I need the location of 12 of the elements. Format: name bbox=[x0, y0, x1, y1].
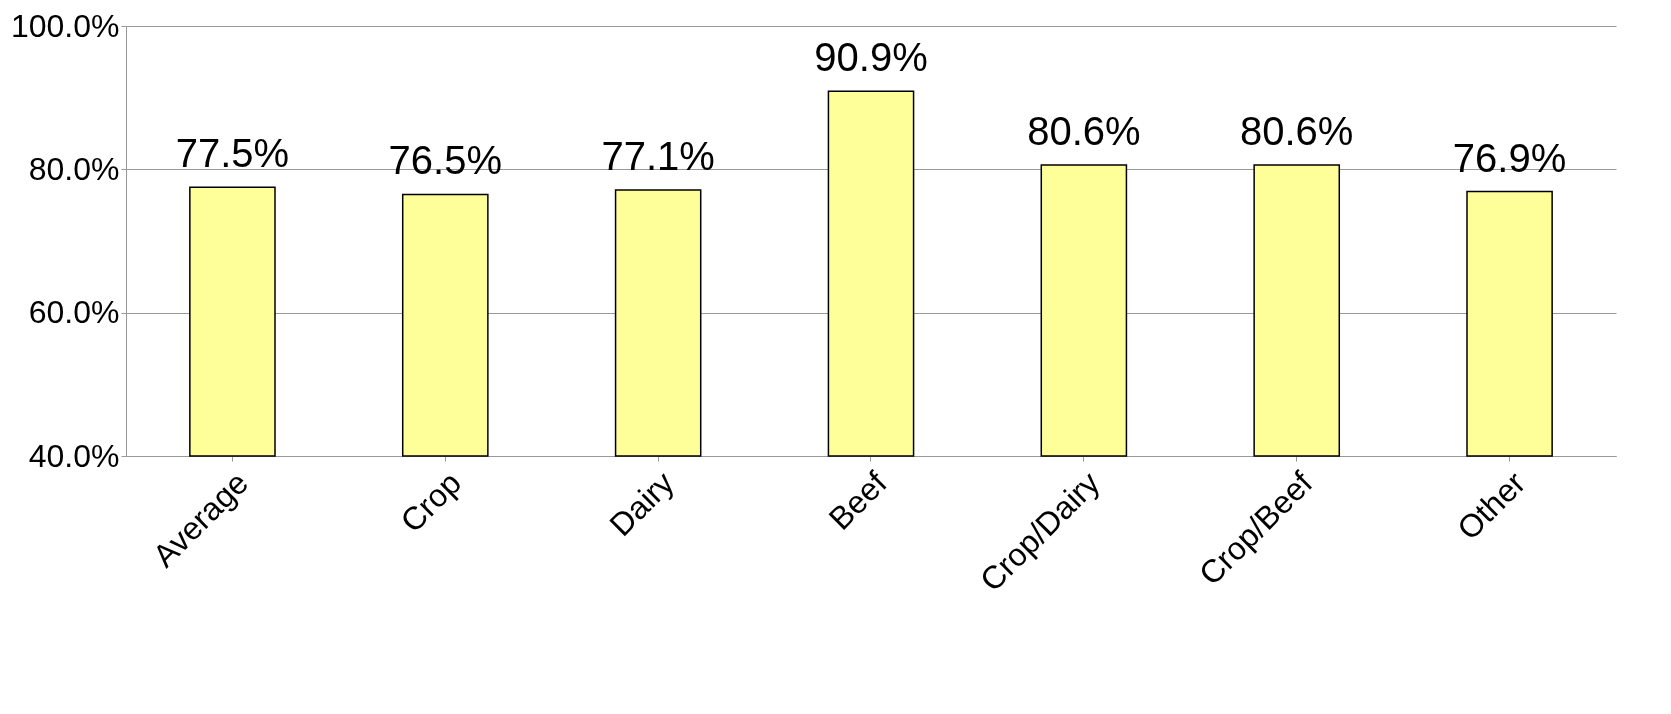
y-tick-label: 100.0% bbox=[10, 7, 120, 44]
data-label: 90.9% bbox=[814, 35, 928, 80]
data-label: 80.6% bbox=[1240, 109, 1354, 154]
data-label: 77.5% bbox=[175, 131, 290, 176]
data-label: 76.5% bbox=[388, 138, 502, 183]
data-label: 80.6% bbox=[1027, 109, 1141, 154]
y-tick-label: 60.0% bbox=[28, 294, 120, 331]
y-tick-label: 80.0% bbox=[28, 150, 120, 187]
data-label: 76.9% bbox=[1452, 135, 1567, 180]
data-label: 77.1% bbox=[601, 134, 715, 179]
x-tick-label: Crop bbox=[393, 464, 468, 540]
y-tick-label: 40.0% bbox=[28, 437, 120, 474]
